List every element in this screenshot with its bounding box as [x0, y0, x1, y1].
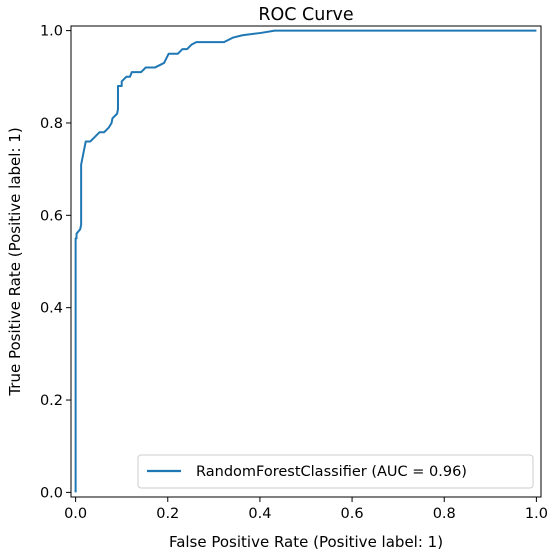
roc-curve-line [74, 29, 537, 493]
x-tick-label: 0.6 [341, 506, 364, 522]
y-tick-label: 0.8 [40, 116, 63, 132]
plot-area: 0.0 0.2 0.4 0.6 0.8 1.0 0.0 0.2 0.4 0.6 0.8 1.0 [40, 24, 548, 522]
y-tick-label: 1.0 [40, 24, 63, 40]
y-axis-label: True Positive Rate (Positive label: 1) [6, 127, 24, 396]
legend-label: RandomForestClassifier (AUC = 0.96) [196, 464, 467, 480]
y-tick-label: 0.2 [40, 393, 63, 409]
y-tick-label: 0.6 [40, 208, 63, 224]
plot-frame [71, 26, 541, 497]
y-tick-label: 0.0 [40, 485, 63, 501]
y-tick-label: 0.4 [40, 301, 63, 317]
chart-title: ROC Curve [258, 5, 353, 25]
series-layer [74, 29, 537, 493]
legend-box [137, 454, 534, 489]
axes-spines [70, 25, 542, 498]
x-axis-label: False Positive Rate (Positive label: 1) [169, 533, 443, 551]
x-tick-label: 0.4 [248, 506, 271, 522]
legend: RandomForestClassifier (AUC = 0.96) [137, 454, 534, 489]
x-tick-label: 0.0 [64, 506, 87, 522]
x-tick-label: 0.8 [433, 506, 456, 522]
x-tick-label: 1.0 [525, 506, 548, 522]
y-axis-ticks: 0.0 0.2 0.4 0.6 0.8 1.0 [40, 24, 71, 501]
x-axis-ticks: 0.0 0.2 0.4 0.6 0.8 1.0 [64, 497, 548, 522]
x-tick-label: 0.2 [156, 506, 179, 522]
